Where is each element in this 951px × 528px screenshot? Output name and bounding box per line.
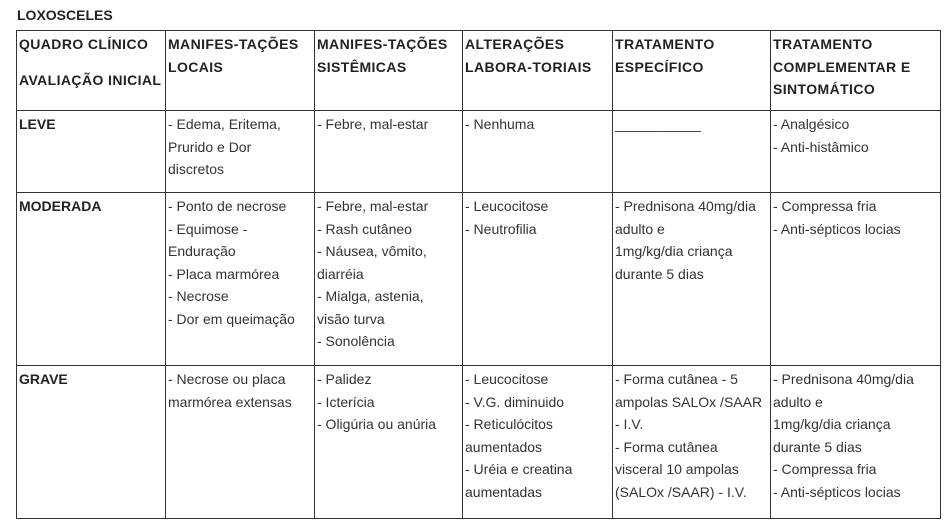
table-cell: - Palidez - Icterícia - Oligúria ou anúria <box>314 365 463 519</box>
cell-line: 1mg/kg/dia criança <box>773 416 891 432</box>
cell-line: durante 5 dias <box>773 438 862 455</box>
cell-line: - Anti-histâmico <box>773 138 869 155</box>
cell-line: aumentadas <box>465 483 543 500</box>
cell-line: - Edema, Eritema, <box>168 116 281 132</box>
cell-line: - Dor em queimação <box>168 310 295 327</box>
cell-line: - Uréia e creatina <box>465 461 573 477</box>
cell-line: - I.V. <box>615 416 644 432</box>
cell-line: Enduração <box>168 243 236 259</box>
cell-line: - Febre, mal-estar <box>317 116 429 132</box>
cell-line: Prurido e Dor <box>168 138 252 155</box>
cell-line: - Leucocitose <box>465 198 549 214</box>
header-row: QUADRO CLÍNICO AVALIAÇÃO INICIAL MANIFES-T… <box>16 30 941 111</box>
cell-line: - Febre, mal-estar <box>317 198 429 214</box>
header-line: QUADRO CLÍNICO <box>19 36 149 52</box>
cell-line: - Prednisona 40mg/dia <box>615 198 756 214</box>
table-cell: - Prednisona 40mg/dia adulto e 1mg/kg/dia … <box>770 365 941 519</box>
cell-line: aumentados <box>465 438 543 455</box>
severity-label: MODERADA <box>16 192 166 366</box>
cell-line: - Anti-sépticos locias <box>773 220 901 237</box>
cell-line: - Compressa fria <box>773 198 877 214</box>
column-header-6: TRATAMENTO COMPLEMENTAR E SINTOMÁTICO <box>770 30 941 111</box>
cell-line: durante 5 dias <box>615 265 704 282</box>
header-line: SINTOMÁTICO <box>773 81 876 97</box>
table-cell: - Prednisona 40mg/dia adulto e 1mg/kg/dia … <box>612 192 771 366</box>
column-header-5: TRATAMENTO ESPECÍFICO <box>612 30 771 111</box>
column-header-1: QUADRO CLÍNICO AVALIAÇÃO INICIAL <box>16 30 166 111</box>
loxosceles-table: QUADRO CLÍNICO AVALIAÇÃO INICIAL MANIFES-T… <box>16 30 941 519</box>
table-cell: - Leucocitose - V.G. diminuido - Reticulóc… <box>462 365 613 519</box>
cell-line: - Necrose <box>168 288 229 304</box>
cell-line: - Compressa fria <box>773 461 877 477</box>
cell-line: - Icterícia <box>317 393 375 410</box>
cell-line: - Prednisona 40mg/dia <box>773 371 914 387</box>
table-cell: ___________ <box>612 110 771 193</box>
cell-line: ampolas SALOx /SAAR <box>615 393 763 410</box>
table-row-leve: LEVE - Edema, Eritema, Prurido e Dor discre… <box>16 110 941 193</box>
header-line: MANIFES-TAÇÕES <box>168 36 299 52</box>
document-title: LOXOSCELES <box>17 7 113 23</box>
header-line: AVALIAÇÃO INICIAL <box>19 71 162 88</box>
header-line: TRATAMENTO <box>773 36 873 52</box>
cell-line: - Nenhuma <box>465 116 535 132</box>
table-row-moderada: MODERADA - Ponto de necrose - Equimose - En… <box>16 192 941 366</box>
cell-line: diarréia <box>317 265 364 282</box>
header-line: SISTÊMICAS <box>317 58 407 75</box>
cell-line: - Placa marmórea <box>168 265 280 282</box>
severity-label: LEVE <box>16 110 166 193</box>
cell-line: (SALOx /SAAR) - I.V. <box>615 483 747 500</box>
header-line: ALTERAÇÕES <box>465 36 565 52</box>
cell-line: - Analgésico <box>773 116 850 132</box>
header-line: COMPLEMENTAR E <box>773 58 911 75</box>
table-cell: - Nenhuma <box>462 110 613 193</box>
table-cell: - Compressa fria - Anti-sépticos locias <box>770 192 941 366</box>
cell-line: - Oligúria ou anúria <box>317 416 437 432</box>
cell-line: - Náusea, vômito, <box>317 243 427 259</box>
table-cell: - Febre, mal-estar - Rash cutâneo - Náusea… <box>314 192 463 366</box>
table-cell: - Edema, Eritema, Prurido e Dor discretos <box>165 110 315 193</box>
table-row-grave: GRAVE - Necrose ou placa marmórea extensas… <box>16 365 941 519</box>
cell-line: - Rash cutâneo <box>317 220 412 237</box>
table-cell: - Forma cutânea - 5 ampolas SALOx /SAAR - … <box>612 365 771 519</box>
cell-line: - Forma cutânea - 5 <box>615 371 738 387</box>
cell-line: - Leucocitose <box>465 371 549 387</box>
cell-line: marmórea extensas <box>168 393 292 410</box>
cell-line: - Sonolência <box>317 333 395 349</box>
header-line: MANIFES-TAÇÕES <box>317 36 448 52</box>
header-line: LOCAIS <box>168 58 224 75</box>
column-header-2: MANIFES-TAÇÕES LOCAIS <box>165 30 315 111</box>
table-cell: - Analgésico - Anti-histâmico <box>770 110 941 193</box>
column-header-4: ALTERAÇÕES LABORA-TORIAIS <box>462 30 613 111</box>
table-cell: - Necrose ou placa marmórea extensas <box>165 365 315 519</box>
cell-line: adulto e <box>773 393 823 410</box>
column-header-3: MANIFES-TAÇÕES SISTÊMICAS <box>314 30 463 111</box>
cell-line: visão turva <box>317 310 385 327</box>
header-line: LABORA-TORIAIS <box>465 58 592 75</box>
cell-line: ___________ <box>615 116 701 132</box>
header-line: ESPECÍFICO <box>615 58 704 75</box>
severity-label: GRAVE <box>16 365 166 519</box>
cell-line: discretos <box>168 161 225 177</box>
table-cell: - Febre, mal-estar <box>314 110 463 193</box>
cell-line: 1mg/kg/dia criança <box>615 243 733 259</box>
cell-line: - Necrose ou placa <box>168 371 286 387</box>
cell-line: - Equimose - <box>168 220 248 237</box>
cell-line: visceral 10 ampolas <box>615 461 739 477</box>
cell-line: - V.G. diminuido <box>465 393 565 410</box>
cell-line: - Palidez <box>317 371 372 387</box>
table-cell: - Ponto de necrose - Equimose - Enduração -… <box>165 192 315 366</box>
table-cell: - Leucocitose - Neutrofilia <box>462 192 613 366</box>
header-line: TRATAMENTO <box>615 36 715 52</box>
cell-line: - Forma cutânea <box>615 438 718 455</box>
cell-line: - Reticulócitos <box>465 416 553 432</box>
cell-line: - Anti-sépticos locias <box>773 483 901 500</box>
cell-line: - Mialga, astenia, <box>317 288 424 304</box>
cell-line: - Neutrofilia <box>465 220 537 237</box>
cell-line: - Ponto de necrose <box>168 198 287 214</box>
cell-line: adulto e <box>615 220 665 237</box>
